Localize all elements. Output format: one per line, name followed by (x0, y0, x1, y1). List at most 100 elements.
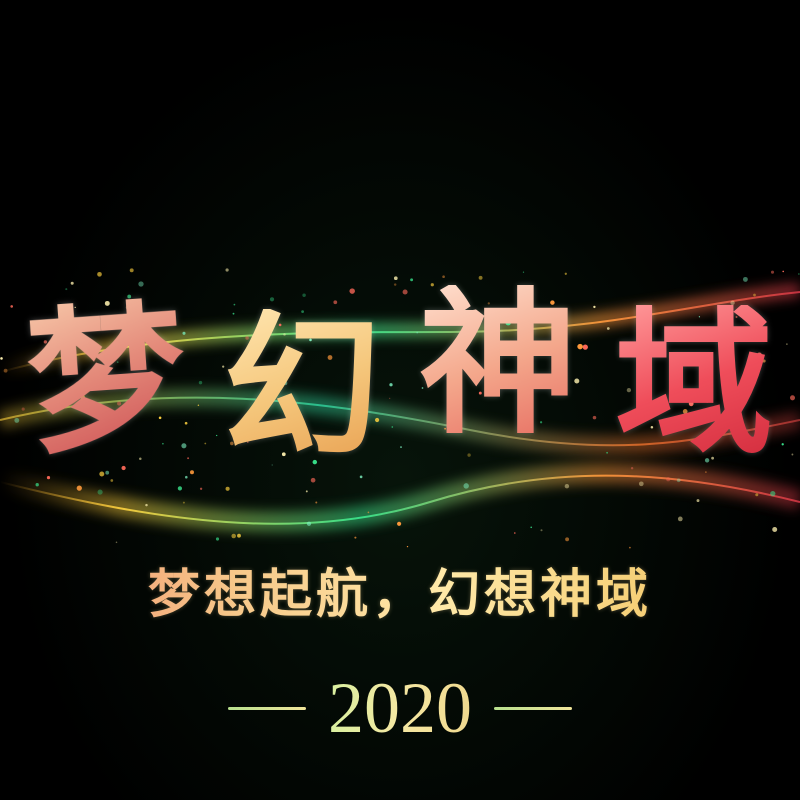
sparkle (540, 529, 543, 532)
sparkle (215, 537, 220, 541)
sparkle (354, 536, 357, 539)
sparkle (626, 387, 632, 393)
sparkle (536, 347, 539, 350)
sparkle (782, 270, 785, 273)
sparkle (129, 268, 134, 273)
sparkle (306, 521, 312, 526)
sparkle (729, 419, 735, 426)
sparkle (514, 532, 516, 534)
sparkle (650, 425, 654, 429)
sparkle (46, 476, 51, 480)
sparkle (359, 475, 363, 479)
sparkle (225, 486, 230, 491)
sparkle (391, 426, 394, 428)
right-dash (494, 706, 572, 710)
sparkle (666, 477, 671, 482)
sparkle (688, 401, 694, 407)
sparkle (400, 446, 402, 449)
sparkle (281, 452, 286, 457)
title-char-1: 梦 (21, 281, 192, 478)
sparkle (80, 394, 85, 400)
sparkle (182, 501, 185, 504)
sparkle (68, 308, 72, 312)
sparkle (125, 305, 131, 310)
title-char-2: 幻 (223, 295, 381, 480)
sparkle (315, 501, 318, 504)
sparkle (762, 359, 766, 363)
sparkle (582, 344, 588, 350)
sparkle (676, 478, 681, 483)
sparkle (225, 268, 229, 272)
year-row: 2020 (0, 668, 800, 748)
sparkle (638, 481, 644, 487)
sparkle (709, 365, 712, 368)
sparkle (85, 402, 89, 406)
sparkle (181, 443, 187, 449)
sparkle (198, 380, 203, 385)
sparkle (606, 327, 610, 330)
main-title: 梦 幻 神 域 (0, 270, 800, 480)
sparkle (204, 442, 207, 445)
sparkle (138, 281, 144, 287)
sparkles (0, 268, 800, 549)
sparkle (273, 431, 277, 434)
ribbon-lower-glow (0, 463, 800, 532)
title-char-3: 神 (419, 271, 577, 456)
sparkle (402, 289, 408, 295)
sparkle (283, 333, 286, 336)
sparkle (271, 464, 273, 466)
sparkle (397, 521, 402, 526)
sparkle (65, 288, 68, 291)
sparkle (550, 300, 555, 305)
sparkle (69, 353, 73, 358)
sparkle (696, 499, 700, 503)
sparkle (10, 305, 14, 308)
year-label: 2020 (328, 668, 472, 748)
sparkle (478, 275, 483, 280)
sparkle (669, 394, 673, 398)
sparkle (97, 489, 103, 495)
sparkle (132, 310, 135, 313)
sparkle (770, 270, 775, 274)
sparkle (505, 319, 511, 326)
sparkle (577, 343, 583, 350)
sparkle (564, 483, 570, 489)
sparkle (232, 312, 235, 315)
sparkle (76, 485, 82, 491)
sparkle (509, 343, 513, 347)
sparkle (606, 451, 608, 454)
sparkle (187, 457, 190, 460)
sparkle (442, 275, 445, 279)
sparkle (704, 458, 710, 463)
sparkle (367, 511, 370, 514)
sparkle (283, 381, 288, 386)
sparkle (416, 331, 419, 334)
sparkle (97, 271, 102, 277)
sparkle (592, 415, 597, 420)
sparkle (737, 393, 743, 399)
sparkle (237, 533, 241, 538)
sparkle (110, 479, 114, 482)
sparkle (222, 365, 225, 368)
sparkle (185, 475, 188, 479)
sparkle (182, 331, 186, 335)
ribbon-middle (0, 396, 800, 447)
ribbon-upper-glow (0, 283, 800, 377)
sparkle (115, 541, 118, 544)
sparkle (707, 384, 711, 389)
sparkle (714, 428, 717, 430)
sparkle (269, 297, 275, 302)
sparkle (197, 404, 200, 406)
sparkle (735, 315, 738, 319)
sparkle (463, 483, 469, 489)
sparkle (478, 391, 482, 395)
sparkle (698, 316, 701, 318)
sparkle (104, 300, 110, 306)
sparkle (245, 336, 249, 340)
subtitle: 梦想起航，幻想神域 (0, 552, 800, 627)
sparkle (327, 355, 333, 360)
sparkle (302, 293, 306, 298)
sparkle (421, 387, 424, 389)
sparkle (430, 283, 434, 287)
